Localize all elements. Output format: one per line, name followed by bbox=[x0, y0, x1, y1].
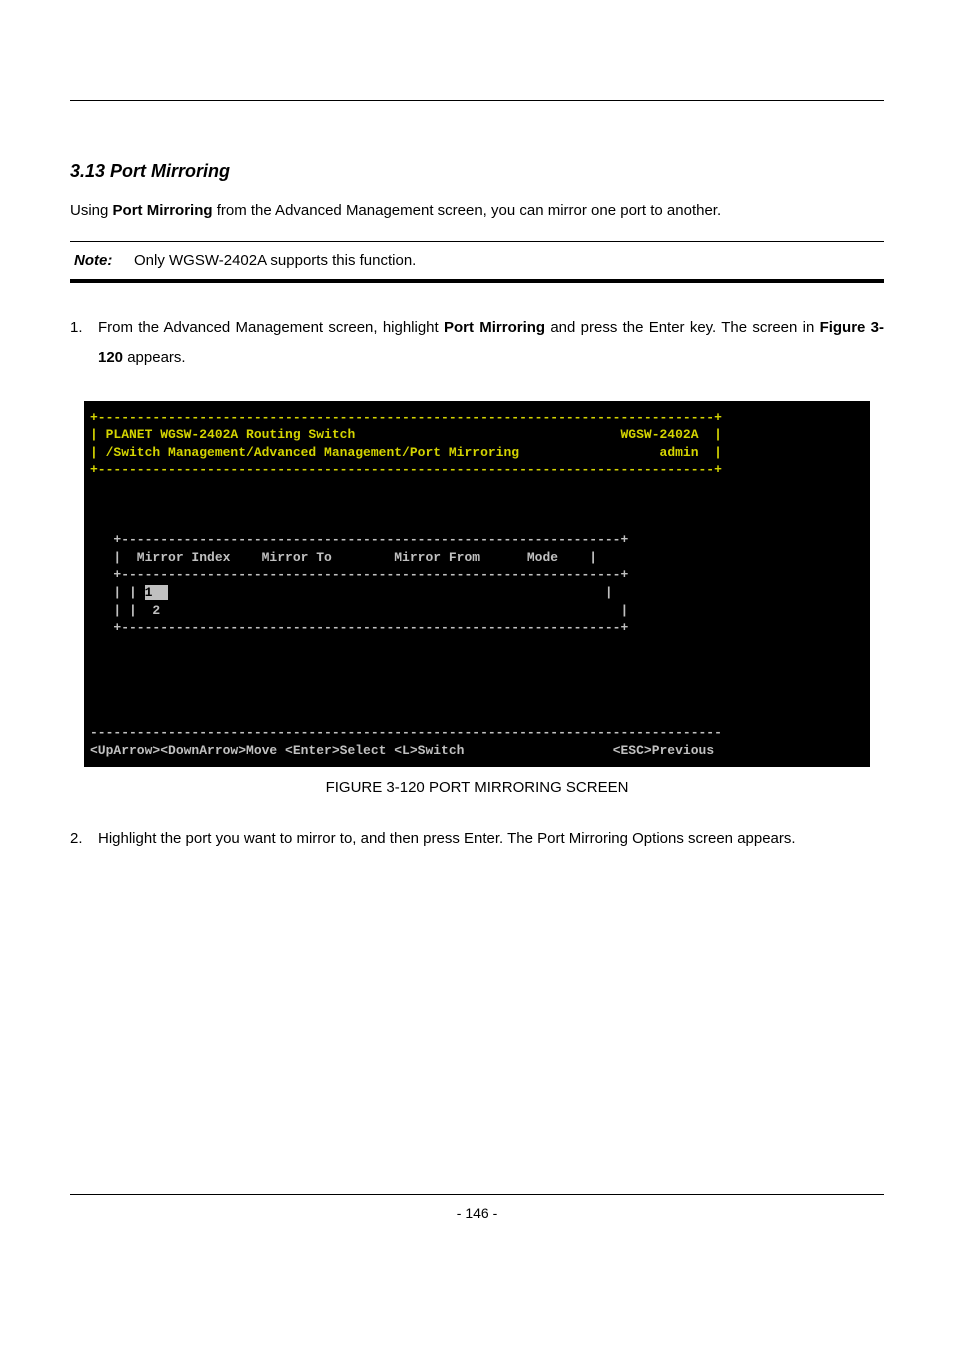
page-footer: - 146 - bbox=[70, 1194, 884, 1221]
term-hdr2-left: | /Switch Management/Advanced Management… bbox=[90, 445, 519, 460]
term-hdr2-right: admin | bbox=[660, 445, 722, 460]
term-footer-left: <UpArrow><DownArrow>Move <Enter>Select <… bbox=[90, 743, 464, 758]
note-text: Only WGSW-2402A supports this function. bbox=[134, 252, 884, 269]
intro-prefix: Using bbox=[70, 202, 113, 219]
intro-bold: Port Mirroring bbox=[113, 202, 213, 219]
term-hdr1-right: WGSW-2402A | bbox=[621, 427, 722, 442]
step-1-content: From the Advanced Management screen, hig… bbox=[98, 313, 884, 373]
intro-suffix: from the Advanced Management screen, you… bbox=[213, 202, 722, 219]
section-heading: 3.13 Port Mirroring bbox=[70, 161, 884, 182]
step-2: 2. Highlight the port you want to mirror… bbox=[70, 824, 884, 854]
term-table-bot: +---------------------------------------… bbox=[90, 620, 628, 635]
step1-pre: From the Advanced Management screen, hig… bbox=[98, 319, 444, 336]
term-hdr1-left: | PLANET WGSW-2402A Routing Switch bbox=[90, 427, 355, 442]
term-footer-right: <ESC>Previous bbox=[613, 743, 714, 758]
terminal-screenshot: +---------------------------------------… bbox=[84, 401, 870, 768]
page-number: - 146 - bbox=[457, 1205, 497, 1221]
note-box: Note: Only WGSW-2402A supports this func… bbox=[70, 241, 884, 283]
top-divider bbox=[70, 100, 884, 101]
term-table-header-sep: +---------------------------------------… bbox=[90, 567, 628, 582]
term-row1-post: | bbox=[168, 585, 613, 600]
term-footer-border: ----------------------------------------… bbox=[90, 725, 722, 740]
step-2-number: 2. bbox=[70, 824, 98, 854]
intro-paragraph: Using Port Mirroring from the Advanced M… bbox=[70, 200, 884, 223]
step1-mid1: and press the Enter key. The screen in bbox=[545, 319, 819, 336]
figure-caption: FIGURE 3-120 PORT MIRRORING SCREEN bbox=[70, 779, 884, 796]
term-table-top: +---------------------------------------… bbox=[90, 532, 628, 547]
term-table-header: | Mirror Index Mirror To Mirror From Mod… bbox=[90, 550, 597, 565]
step1-post: appears. bbox=[123, 349, 186, 366]
term-row2: | | 2 | bbox=[90, 603, 628, 618]
term-row1-pre: | | bbox=[90, 585, 145, 600]
term-border-mid: +---------------------------------------… bbox=[90, 462, 722, 477]
term-row1-highlight[interactable]: 1 bbox=[145, 585, 168, 600]
step-1-number: 1. bbox=[70, 313, 98, 373]
note-label: Note: bbox=[70, 252, 134, 269]
step-1: 1. From the Advanced Management screen, … bbox=[70, 313, 884, 373]
term-border-top: +---------------------------------------… bbox=[90, 410, 722, 425]
step-2-content: Highlight the port you want to mirror to… bbox=[98, 824, 884, 854]
step1-bold1: Port Mirroring bbox=[444, 319, 545, 336]
